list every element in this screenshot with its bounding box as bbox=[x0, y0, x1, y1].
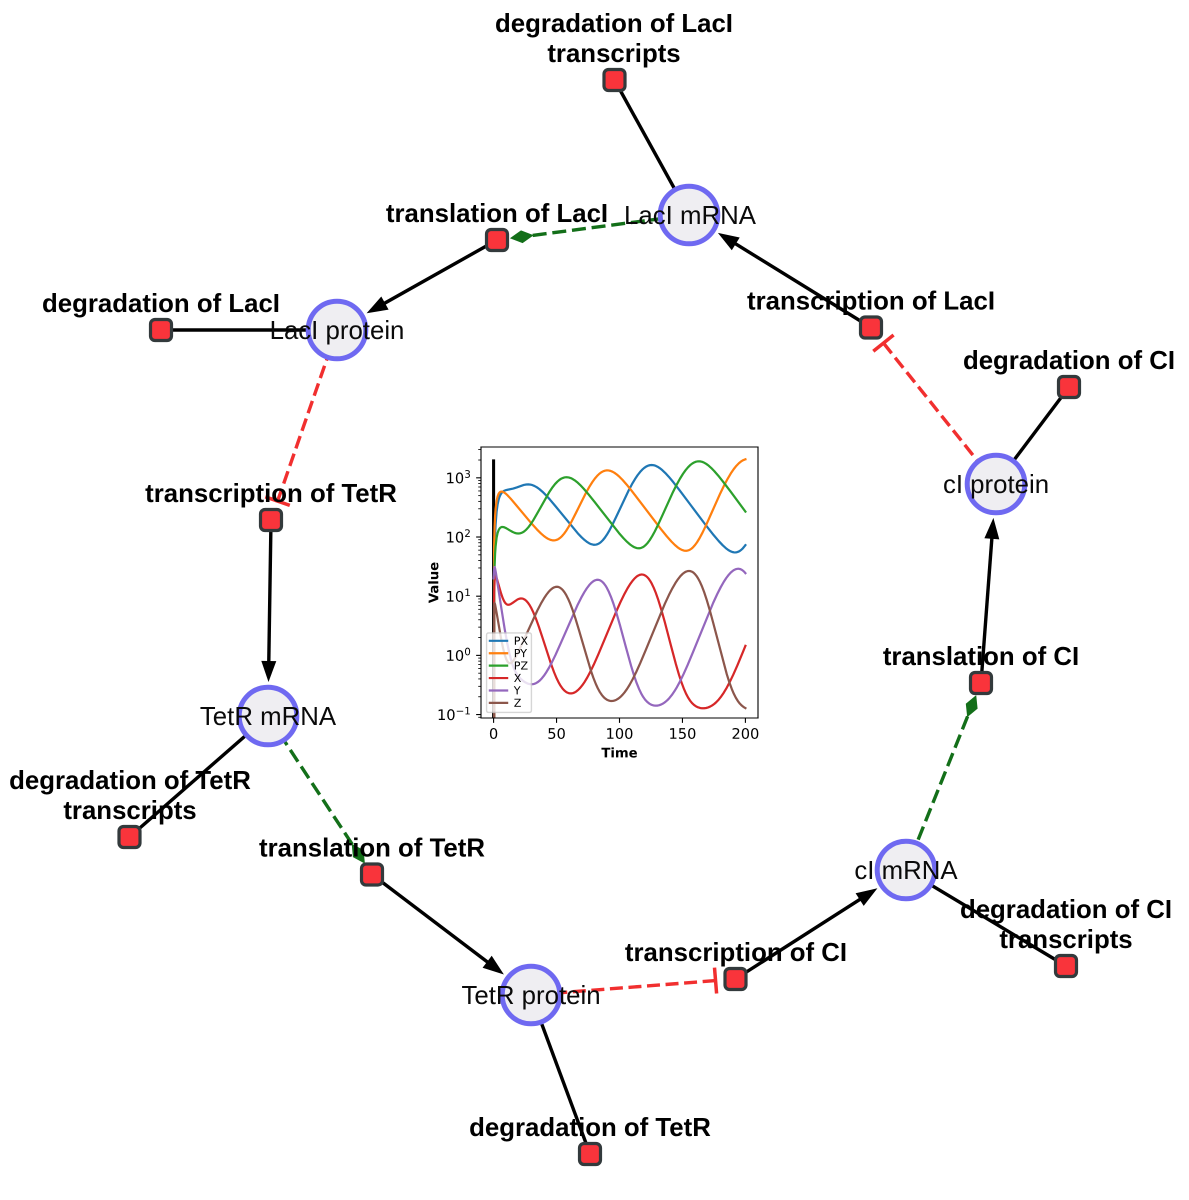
svg-text:transcripts: transcripts bbox=[63, 797, 196, 825]
svg-text:degradation of TetR: degradation of TetR bbox=[9, 767, 251, 795]
svg-text:LacI mRNA: LacI mRNA bbox=[624, 202, 757, 230]
svg-text:transcripts: transcripts bbox=[999, 926, 1132, 954]
svg-text:degradation of LacI: degradation of LacI bbox=[495, 10, 733, 38]
svg-text:degradation of LacI: degradation of LacI bbox=[42, 290, 280, 318]
svg-text:cI protein: cI protein bbox=[943, 471, 1049, 499]
svg-text:LacI protein: LacI protein bbox=[270, 317, 405, 345]
svg-text:transcripts: transcripts bbox=[547, 40, 680, 68]
svg-text:TetR mRNA: TetR mRNA bbox=[200, 703, 337, 731]
svg-text:degradation of TetR: degradation of TetR bbox=[469, 1114, 711, 1142]
svg-text:degradation of CI: degradation of CI bbox=[963, 347, 1175, 375]
svg-text:transcription of TetR: transcription of TetR bbox=[145, 480, 397, 508]
svg-text:translation of TetR: translation of TetR bbox=[259, 835, 485, 863]
svg-text:degradation of CI: degradation of CI bbox=[960, 896, 1172, 924]
svg-text:transcription of LacI: transcription of LacI bbox=[747, 288, 995, 316]
svg-text:translation of CI: translation of CI bbox=[883, 643, 1079, 671]
svg-text:transcription of CI: transcription of CI bbox=[625, 939, 847, 967]
svg-text:TetR protein: TetR protein bbox=[461, 982, 600, 1010]
svg-text:translation of LacI: translation of LacI bbox=[386, 200, 608, 228]
svg-text:cI mRNA: cI mRNA bbox=[854, 857, 958, 885]
